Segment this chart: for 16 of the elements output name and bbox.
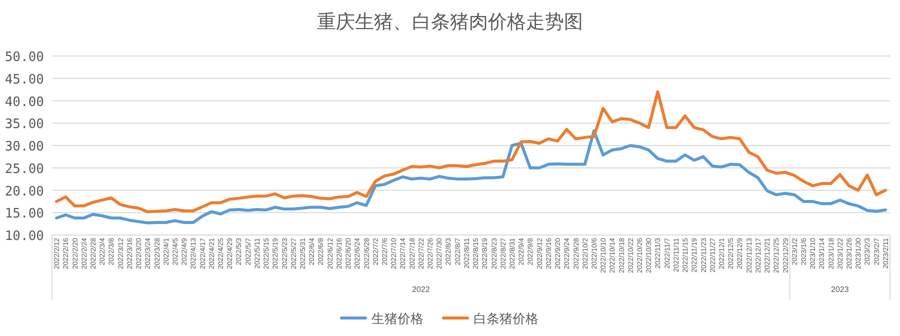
line-series [55, 129, 887, 224]
legend-label: 生猪价格 [372, 311, 424, 326]
text: 2022 [412, 285, 430, 294]
y-tick-label: 25.00 [4, 162, 44, 177]
y-tick-label: 40.00 [4, 94, 44, 110]
y-tick-label: 45.00 [4, 72, 44, 88]
line-series [55, 90, 887, 214]
chart-title: 重庆生猪、白条猪肉价格走势图 [317, 11, 583, 33]
y-tick-label: 50.00 [4, 50, 44, 65]
text: 2023 [831, 285, 850, 294]
y-tick-label: 15.00 [4, 206, 44, 222]
y-tick-label: 20.00 [4, 184, 44, 200]
y-tick-label: 10.00 [4, 229, 44, 244]
legend-label: 白条猪价格 [474, 311, 538, 326]
y-tick-label: 35.00 [4, 117, 44, 132]
y-tick-label: 30.00 [4, 140, 44, 154]
